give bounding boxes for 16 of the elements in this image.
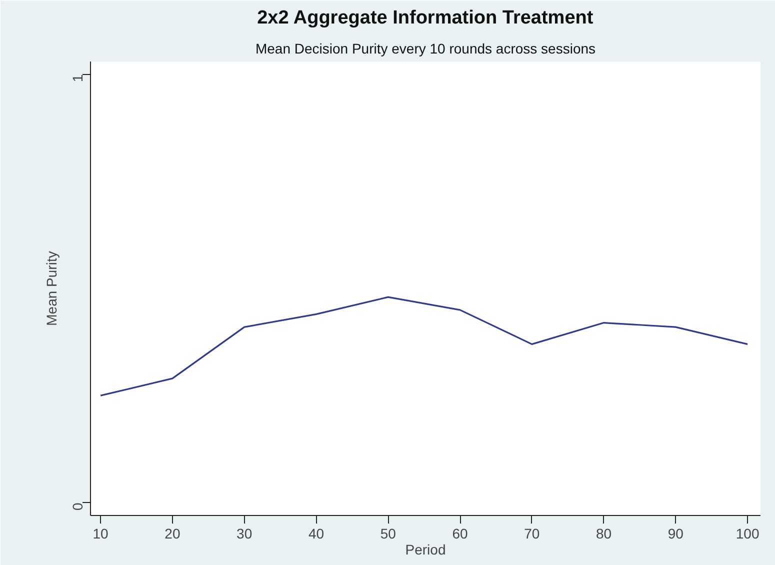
x-tick-label: 90 — [668, 526, 684, 542]
x-tick-label: 60 — [452, 526, 468, 542]
x-tick-label: 40 — [308, 526, 324, 542]
x-axis-title: Period — [405, 542, 446, 558]
chart-subtitle: Mean Decision Purity every 10 rounds across sessions — [255, 40, 596, 56]
chart-title: 2x2 Aggregate Information Treatment — [257, 8, 594, 28]
y-tick-label: 1 — [70, 74, 86, 82]
x-tick-label: 100 — [736, 526, 760, 542]
x-tick-label: 70 — [524, 526, 540, 542]
x-tick-label: 30 — [236, 526, 252, 542]
y-tick-label: 0 — [70, 502, 86, 510]
x-tick-label: 50 — [380, 526, 396, 542]
y-axis-title: Mean Purity — [44, 251, 60, 326]
x-tick-label: 20 — [164, 526, 180, 542]
x-tick-label: 80 — [596, 526, 612, 542]
x-tick-label: 10 — [92, 526, 109, 542]
